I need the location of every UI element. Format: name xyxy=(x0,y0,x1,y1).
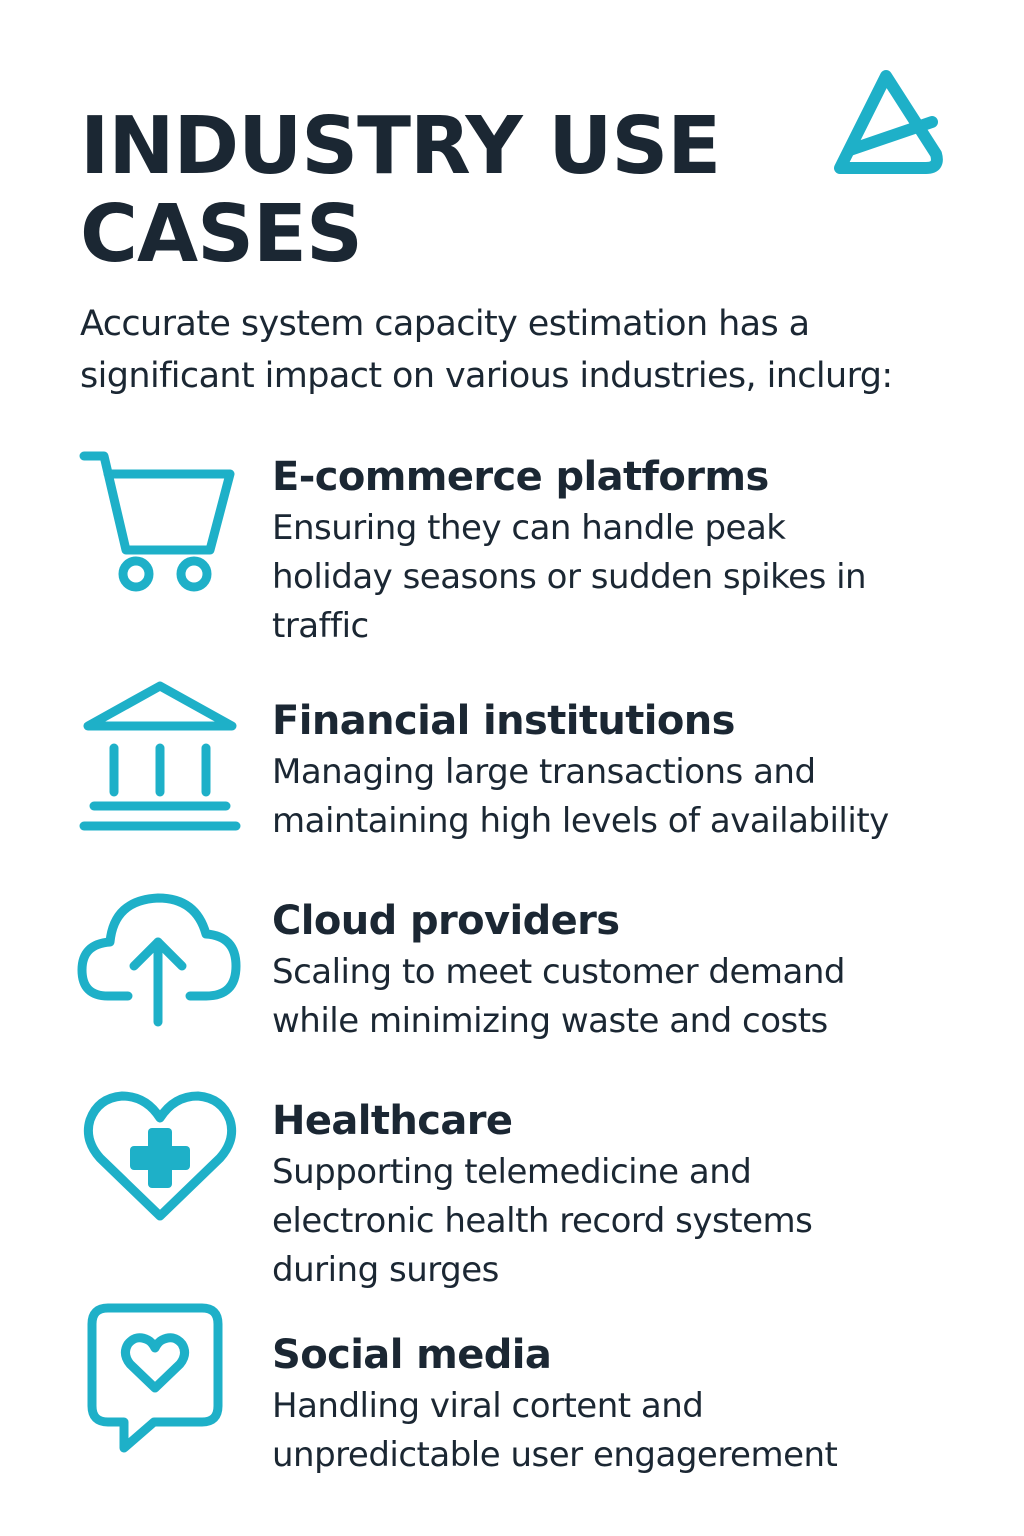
use-case-cloud: Cloud providers Scaling to meet customer… xyxy=(0,893,1024,1056)
use-case-description: Scaling to meet customer demand while mi… xyxy=(272,952,845,1041)
use-case-description: Managing large transactions and maintain… xyxy=(272,752,889,841)
use-case-ecommerce: E-commerce platforms Ensuring they can h… xyxy=(0,450,1024,652)
use-case-description: Ensuring they can handle peak holiday se… xyxy=(272,508,867,646)
heart-plus-icon xyxy=(78,1090,244,1250)
page-title: INDUSTRY USE CASES xyxy=(80,100,721,280)
cloud-upload-icon xyxy=(77,890,244,1050)
use-case-financial: Financial institutions Managing large tr… xyxy=(0,681,1024,856)
use-case-healthcare: Healthcare Supporting telemedicine and e… xyxy=(0,1091,1024,1296)
chat-heart-icon xyxy=(78,1302,244,1462)
bank-building-icon xyxy=(78,680,244,840)
use-case-description: Handling viral cortent and unpredictable… xyxy=(272,1386,838,1475)
use-case-description: Supporting telemedicine and electronic h… xyxy=(272,1152,813,1290)
use-case-title: Cloud providers xyxy=(272,898,620,944)
use-case-social-media: Social media Handling viral cortent and … xyxy=(0,1303,1024,1490)
shopping-cart-icon xyxy=(78,450,244,610)
use-case-title: Healthcare xyxy=(272,1098,513,1144)
intro-text: Accurate system capacity estimation has … xyxy=(80,304,893,396)
use-case-title: Social media xyxy=(272,1332,552,1378)
triangle-logo-icon xyxy=(828,64,948,184)
use-case-title: E-commerce platforms xyxy=(272,454,769,500)
use-case-title: Financial institutions xyxy=(272,698,735,744)
